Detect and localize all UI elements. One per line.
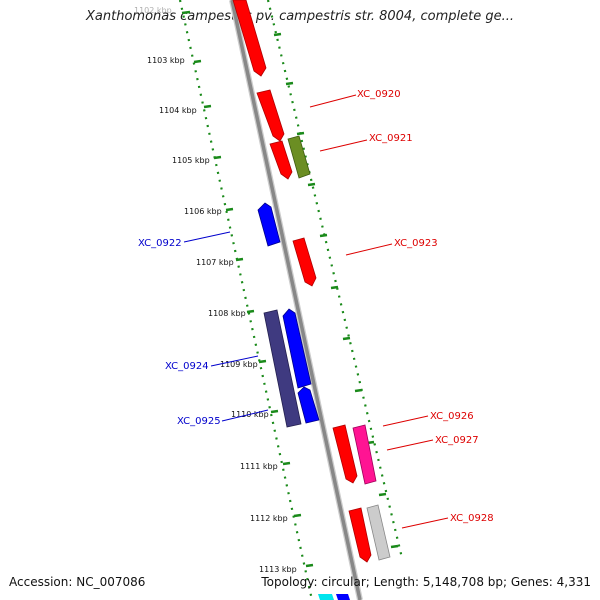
tick-label: 1113 kbp (259, 565, 297, 574)
ruler-ticks-left (181, 10, 314, 568)
tick-label: 1102 kbp (134, 6, 172, 15)
tick-label: 1109 kbp (220, 360, 258, 369)
gene-label-XC_0921[interactable]: XC_0921 (369, 133, 413, 144)
gene-block-magenta (352, 424, 377, 485)
gene-arrow-blue (282, 308, 312, 389)
topology-summary: Topology: circular; Length: 5,148,708 bp… (261, 575, 591, 589)
accession-text: Accession: NC_007086 (9, 575, 146, 589)
gene-block-dark (263, 309, 302, 428)
gene-label-XC_0926[interactable]: XC_0926 (430, 411, 474, 422)
gene-labels: XC_0920 XC_0921 XC_0922 XC_0923 XC_0924 … (138, 89, 494, 524)
gene-label-XC_0920[interactable]: XC_0920 (357, 89, 401, 100)
genome-backbone (230, 0, 362, 600)
reverse-genes (257, 202, 350, 600)
tick-label: 1105 kbp (172, 156, 210, 165)
tick-label: 1106 kbp (184, 207, 222, 216)
gene-arrow-blue (257, 202, 281, 247)
tick-label: 1108 kbp (208, 309, 246, 318)
gene-label-XC_0927[interactable]: XC_0927 (435, 435, 479, 446)
tick-label: 1112 kbp (250, 514, 288, 523)
forward-genes (232, 0, 391, 563)
gene-arrow-red (269, 140, 293, 180)
label-connectors (183, 94, 449, 529)
gene-label-XC_0925[interactable]: XC_0925 (177, 416, 221, 427)
gene-label-XC_0924[interactable]: XC_0924 (165, 361, 209, 372)
gene-block-cyan (318, 594, 334, 600)
gene-arrow-red (292, 237, 317, 287)
map-title: Xanthomonas campestris pv. campestris st… (86, 9, 514, 24)
gene-block-olive (287, 135, 311, 179)
gene-arrow-blue (297, 386, 320, 424)
gene-arrow-red (256, 89, 285, 142)
gene-arrow-red (232, 0, 267, 77)
tick-label: 1107 kbp (196, 258, 234, 267)
tick-label: 1104 kbp (159, 106, 197, 115)
gene-arrow-red (332, 424, 358, 484)
gene-label-XC_0922[interactable]: XC_0922 (138, 238, 182, 249)
gene-arrow-red (348, 507, 372, 563)
gene-block-blue (336, 594, 350, 600)
tick-labels: 1102 kbp 1103 kbp 1104 kbp 1105 kbp 1106… (134, 6, 297, 574)
gene-label-XC_0923[interactable]: XC_0923 (394, 238, 438, 249)
tick-label: 1103 kbp (147, 56, 185, 65)
outer-ruler-left (178, 0, 314, 600)
gene-block-gray (366, 504, 391, 561)
tick-label: 1111 kbp (240, 462, 278, 471)
gene-label-XC_0928[interactable]: XC_0928 (450, 513, 494, 524)
